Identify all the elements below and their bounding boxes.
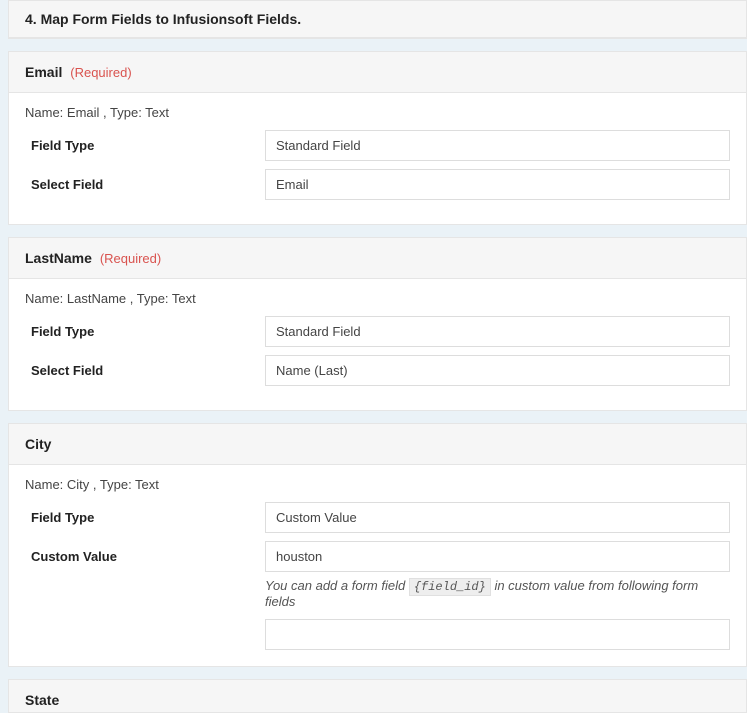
- row-field-type: Field Type Standard Field: [25, 316, 730, 347]
- section-header-block: 4. Map Form Fields to Infusionsoft Field…: [8, 0, 747, 39]
- input-custom-value[interactable]: [265, 541, 730, 572]
- label-select-field: Select Field: [25, 363, 265, 378]
- field-header: State: [9, 680, 746, 712]
- field-meta: Name: Email , Type: Text: [25, 105, 730, 120]
- field-body: Name: LastName , Type: Text Field Type S…: [9, 279, 746, 410]
- field-meta: Name: City , Type: Text: [25, 477, 730, 492]
- field-title: LastName: [25, 250, 92, 266]
- hint-code: {field_id}: [409, 578, 491, 596]
- select-field[interactable]: Email: [265, 169, 730, 200]
- field-block-city: City Name: City , Type: Text Field Type …: [8, 423, 747, 667]
- field-header: LastName (Required): [9, 238, 746, 279]
- row-field-type: Field Type Standard Field: [25, 130, 730, 161]
- select-field-type[interactable]: Custom Value: [265, 502, 730, 533]
- label-field-type: Field Type: [25, 510, 265, 525]
- select-field-type[interactable]: Standard Field: [265, 316, 730, 347]
- select-field-type[interactable]: Standard Field: [265, 130, 730, 161]
- label-field-type: Field Type: [25, 138, 265, 153]
- label-field-type: Field Type: [25, 324, 265, 339]
- field-header: Email (Required): [9, 52, 746, 93]
- field-meta: Name: LastName , Type: Text: [25, 291, 730, 306]
- hint-pre: You can add a form field: [265, 578, 409, 593]
- field-title: Email: [25, 64, 62, 80]
- row-field-type: Field Type Custom Value: [25, 502, 730, 533]
- row-hint: You can add a form field {field_id} in c…: [25, 574, 730, 650]
- field-block-lastname: LastName (Required) Name: LastName , Typ…: [8, 237, 747, 411]
- field-title: City: [25, 436, 51, 452]
- custom-value-hint: You can add a form field {field_id} in c…: [265, 578, 730, 609]
- required-label: (Required): [70, 65, 131, 80]
- section-title: 4. Map Form Fields to Infusionsoft Field…: [9, 1, 746, 38]
- row-select-field: Select Field Email: [25, 169, 730, 200]
- field-title: State: [25, 692, 59, 708]
- row-custom-value: Custom Value: [25, 541, 730, 572]
- required-label: (Required): [100, 251, 161, 266]
- field-body: Name: Email , Type: Text Field Type Stan…: [9, 93, 746, 224]
- field-header: City: [9, 424, 746, 465]
- select-form-field[interactable]: [265, 619, 730, 650]
- select-field[interactable]: Name (Last): [265, 355, 730, 386]
- field-block-email: Email (Required) Name: Email , Type: Tex…: [8, 51, 747, 225]
- field-block-state: State: [8, 679, 747, 713]
- field-body: Name: City , Type: Text Field Type Custo…: [9, 465, 746, 666]
- label-custom-value: Custom Value: [25, 549, 265, 564]
- label-select-field: Select Field: [25, 177, 265, 192]
- row-select-field: Select Field Name (Last): [25, 355, 730, 386]
